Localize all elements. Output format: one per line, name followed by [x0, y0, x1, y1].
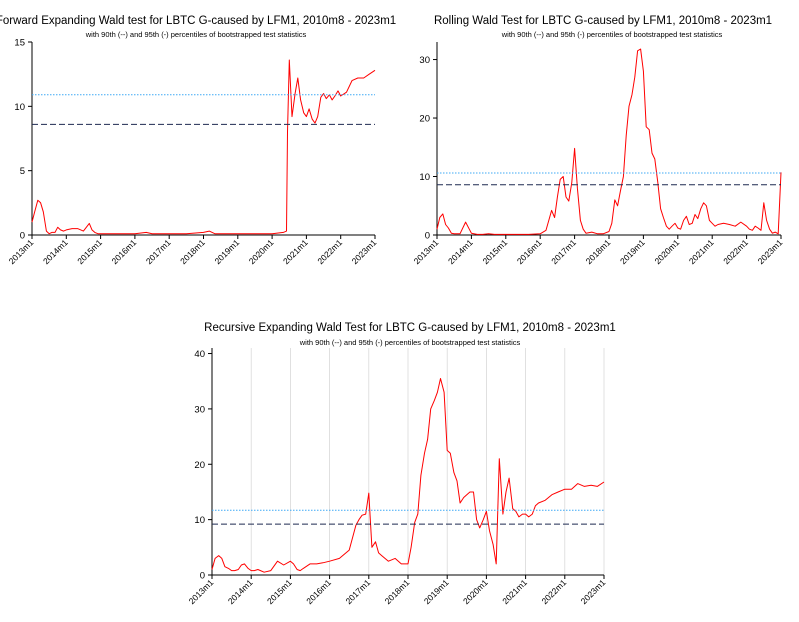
- x-tick-label: 2021m1: [687, 237, 716, 266]
- wald-statistic-line: [31, 59, 376, 235]
- y-tick-label: 0: [425, 231, 430, 242]
- x-tick-label: 2021m1: [500, 577, 529, 606]
- wald-statistic-line: [211, 378, 605, 573]
- y-tick-label: 20: [194, 460, 205, 471]
- y-tick-label: 15: [14, 38, 25, 49]
- chart-forward-expanding-wald: Forward Expanding Wald test for LBTC G-c…: [0, 15, 396, 266]
- y-tick-label: 10: [194, 515, 205, 526]
- x-tick-label: 2019m1: [618, 237, 647, 266]
- x-tick-label: 2018m1: [383, 577, 412, 606]
- x-tick-label: 2019m1: [422, 577, 451, 606]
- x-tick-label: 2015m1: [480, 237, 509, 266]
- x-tick-label: 2014m1: [226, 577, 255, 606]
- x-tick-label: 2020m1: [247, 237, 276, 266]
- y-tick-label: 5: [20, 166, 25, 177]
- x-tick-label: 2023m1: [350, 237, 379, 266]
- x-tick-label: 2016m1: [110, 237, 139, 266]
- chart-recursive-expanding-wald: Recursive Expanding Wald Test for LBTC G…: [187, 322, 616, 606]
- y-tick-label: 40: [194, 349, 205, 360]
- y-tick-label: 30: [419, 55, 430, 66]
- x-tick-label: 2018m1: [584, 237, 613, 266]
- chart-title: Recursive Expanding Wald Test for LBTC G…: [204, 322, 616, 334]
- x-tick-label: 2015m1: [265, 577, 294, 606]
- x-tick-label: 2022m1: [315, 237, 344, 266]
- x-tick-label: 2017m1: [144, 237, 173, 266]
- y-tick-label: 10: [14, 102, 25, 113]
- chart-subtitle: with 90th (--) and 95th (-) percentiles …: [299, 338, 521, 347]
- y-tick-label: 30: [194, 404, 205, 415]
- chart-title: Rolling Wald Test for LBTC G-caused by L…: [434, 15, 772, 27]
- x-tick-label: 2022m1: [539, 577, 568, 606]
- x-tick-label: 2022m1: [721, 237, 750, 266]
- y-tick-label: 20: [419, 114, 430, 125]
- x-tick-label: 2017m1: [343, 577, 372, 606]
- x-tick-label: 2016m1: [304, 577, 333, 606]
- x-tick-label: 2023m1: [579, 577, 608, 606]
- chart-subtitle: with 90th (--) and 95th (-) percentiles …: [501, 30, 723, 39]
- x-tick-label: 2015m1: [75, 237, 104, 266]
- x-tick-label: 2023m1: [756, 237, 785, 266]
- chart-title: Forward Expanding Wald test for LBTC G-c…: [0, 15, 396, 27]
- chart-rolling-wald: Rolling Wald Test for LBTC G-caused by L…: [412, 15, 785, 266]
- y-tick-label: 10: [419, 172, 430, 183]
- y-tick-label: 0: [200, 571, 205, 582]
- x-tick-label: 2016m1: [515, 237, 544, 266]
- x-tick-label: 2019m1: [212, 237, 241, 266]
- x-tick-label: 2020m1: [461, 577, 490, 606]
- wald-statistic-line: [436, 48, 782, 235]
- x-tick-label: 2014m1: [41, 237, 70, 266]
- x-tick-label: 2021m1: [281, 237, 310, 266]
- chart-subtitle: with 90th (--) and 95th (-) percentiles …: [85, 30, 307, 39]
- x-tick-label: 2017m1: [549, 237, 578, 266]
- x-tick-label: 2014m1: [446, 237, 475, 266]
- y-tick-label: 0: [20, 231, 25, 242]
- x-tick-label: 2020m1: [652, 237, 681, 266]
- x-tick-label: 2018m1: [178, 237, 207, 266]
